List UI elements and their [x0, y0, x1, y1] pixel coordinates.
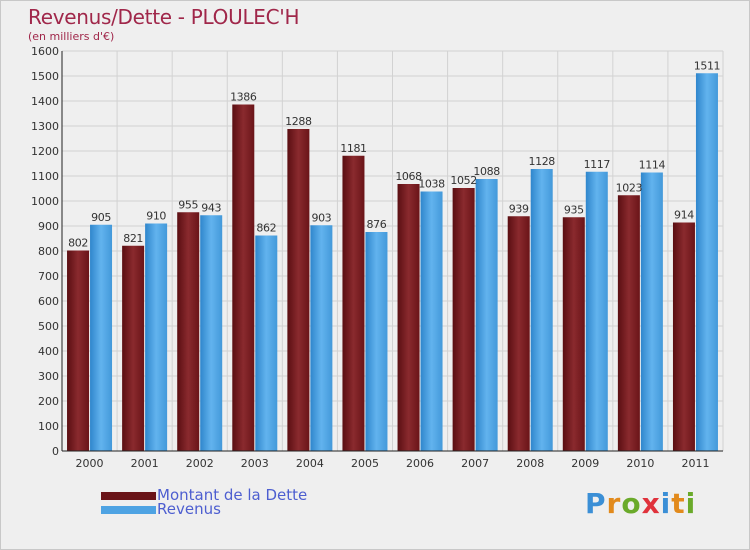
logo-letter: P — [585, 487, 607, 520]
data-label-revenus: 903 — [311, 211, 331, 224]
bar-revenus — [420, 191, 443, 451]
data-label-dette: 1023 — [616, 181, 643, 194]
legend-label-revenus: Revenus — [157, 500, 221, 518]
bar-dette — [232, 104, 255, 451]
data-label-revenus: 943 — [201, 201, 221, 214]
data-label-dette: 802 — [68, 237, 88, 250]
data-label-revenus: 1114 — [639, 159, 666, 172]
x-tick-label: 2008 — [516, 457, 544, 470]
bar-revenus — [585, 171, 608, 451]
legend-label-dette: Montant de la Dette — [157, 486, 308, 504]
y-tick-label: 400 — [38, 345, 59, 358]
bar-revenus — [640, 172, 663, 451]
data-label-revenus: 910 — [146, 210, 166, 223]
data-label-revenus: 1088 — [473, 165, 500, 178]
data-label-revenus: 876 — [367, 218, 387, 231]
x-tick-label: 2005 — [351, 457, 379, 470]
chart-title: Revenus/Dette - PLOULEC'H — [28, 5, 300, 29]
x-tick-label: 2002 — [186, 457, 214, 470]
logo-letter: i — [685, 487, 697, 520]
logo-letter: r — [606, 487, 622, 520]
y-tick-label: 1400 — [31, 95, 59, 108]
data-label-dette: 1068 — [395, 170, 422, 183]
bar-dette — [122, 245, 145, 451]
bar-dette — [452, 188, 475, 451]
y-tick-label: 200 — [38, 395, 59, 408]
y-tick-label: 1300 — [31, 120, 59, 133]
y-tick-label: 900 — [38, 220, 59, 233]
bar-revenus — [310, 225, 333, 451]
proxiti-logo: Proxiti — [585, 487, 696, 520]
data-label-dette: 914 — [674, 209, 694, 222]
bar-revenus — [90, 224, 113, 451]
data-label-dette: 1181 — [340, 142, 366, 155]
y-tick-label: 500 — [38, 320, 59, 333]
logo-letter: t — [671, 487, 686, 520]
y-tick-label: 1000 — [31, 195, 59, 208]
x-tick-label: 2009 — [571, 457, 599, 470]
data-label-revenus: 1128 — [529, 155, 556, 168]
bar-dette — [672, 222, 695, 451]
bar-revenus — [145, 223, 168, 451]
x-tick-label: 2006 — [406, 457, 434, 470]
bar-revenus — [255, 235, 278, 451]
x-tick-label: 2001 — [131, 457, 159, 470]
y-tick-label: 1100 — [31, 170, 59, 183]
x-tick-label: 2004 — [296, 457, 324, 470]
y-tick-label: 1600 — [31, 45, 59, 58]
bar-revenus — [530, 169, 553, 451]
y-tick-label: 1500 — [31, 70, 59, 83]
x-tick-label: 2007 — [461, 457, 489, 470]
data-label-dette: 1288 — [285, 115, 312, 128]
data-label-revenus: 1038 — [418, 178, 445, 191]
x-tick-label: 2011 — [681, 457, 709, 470]
bar-revenus — [475, 179, 498, 451]
bar-dette — [177, 212, 200, 451]
bar-dette — [617, 195, 640, 451]
y-tick-label: 700 — [38, 270, 59, 283]
bar-dette — [397, 184, 420, 451]
data-label-revenus: 1511 — [694, 59, 720, 72]
logo-letter: o — [621, 487, 642, 520]
bar-dette — [67, 250, 90, 451]
data-label-revenus: 1117 — [584, 158, 611, 171]
y-tick-label: 800 — [38, 245, 59, 258]
data-label-revenus: 905 — [91, 211, 111, 224]
bar-dette — [562, 217, 585, 451]
bar-dette — [507, 216, 530, 451]
bar-dette — [287, 129, 310, 451]
x-tick-label: 2003 — [241, 457, 269, 470]
bar-revenus — [365, 232, 388, 451]
data-label-dette: 1386 — [230, 91, 257, 104]
data-label-dette: 955 — [178, 198, 198, 211]
y-tick-label: 1200 — [31, 145, 59, 158]
data-label-revenus: 862 — [256, 222, 276, 235]
x-tick-label: 2010 — [626, 457, 654, 470]
bar-dette — [342, 155, 365, 451]
data-label-dette: 1052 — [450, 174, 476, 187]
chart-subtitle: (en milliers d'€) — [28, 30, 115, 43]
y-tick-label: 600 — [38, 295, 59, 308]
legend-swatch-revenus — [101, 506, 156, 514]
y-tick-label: 0 — [52, 445, 59, 458]
x-tick-label: 2000 — [76, 457, 104, 470]
y-tick-label: 300 — [38, 370, 59, 383]
logo-letter: x — [641, 487, 661, 520]
bar-revenus — [695, 73, 718, 451]
legend-swatch-dette — [101, 492, 156, 500]
data-label-dette: 821 — [123, 232, 143, 245]
y-tick-label: 100 — [38, 420, 59, 433]
logo-letter: i — [660, 487, 672, 520]
data-label-dette: 939 — [509, 202, 529, 215]
bar-revenus — [200, 215, 223, 451]
data-label-dette: 935 — [564, 203, 584, 216]
